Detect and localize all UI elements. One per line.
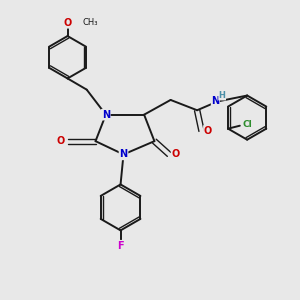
Text: H: H bbox=[219, 91, 226, 100]
Text: F: F bbox=[117, 241, 124, 251]
Text: O: O bbox=[57, 136, 65, 146]
Text: CH₃: CH₃ bbox=[83, 18, 98, 27]
Text: O: O bbox=[63, 18, 72, 28]
Text: O: O bbox=[172, 149, 180, 159]
Text: N: N bbox=[211, 96, 219, 106]
Text: Cl: Cl bbox=[242, 120, 252, 129]
Text: N: N bbox=[102, 110, 110, 120]
Text: N: N bbox=[119, 149, 128, 159]
Text: O: O bbox=[204, 126, 212, 136]
